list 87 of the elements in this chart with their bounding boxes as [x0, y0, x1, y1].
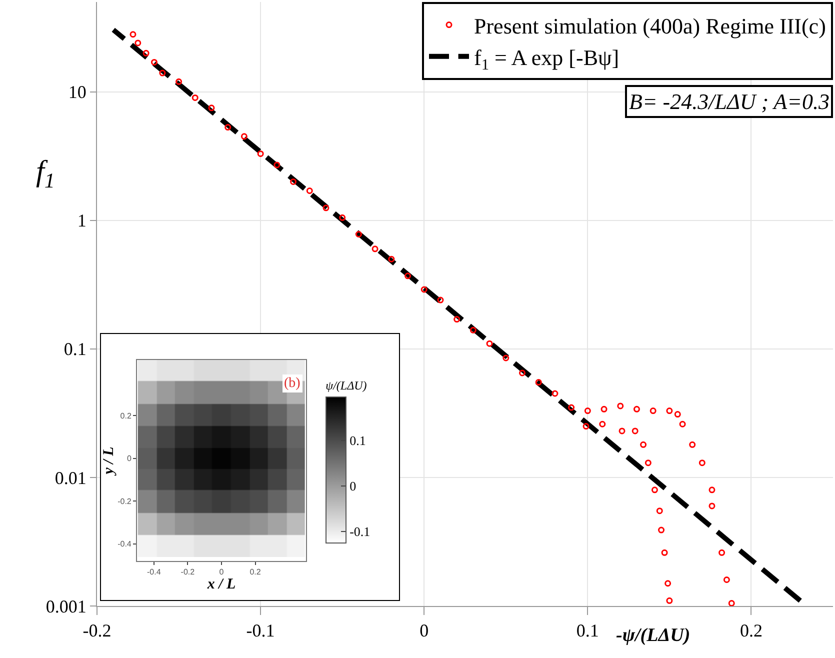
y-tick-label: 0 — [126, 454, 132, 464]
x-axis-title: x / L — [206, 576, 236, 593]
y-tick-label: -0.4 — [118, 540, 132, 549]
x-tick-label: -0.4 — [147, 568, 162, 577]
point — [224, 124, 232, 131]
y-tick-label: 10 — [68, 82, 86, 102]
point — [708, 486, 716, 494]
point — [633, 406, 640, 412]
point — [257, 150, 264, 157]
point — [679, 420, 686, 428]
color-bar-label: 0.1 — [350, 432, 366, 448]
point — [404, 272, 412, 280]
point — [134, 40, 142, 46]
y-tick-label: 0.2 — [120, 411, 132, 420]
point — [582, 423, 590, 430]
point — [142, 50, 150, 56]
x-tick-label: 0 — [420, 620, 429, 641]
point — [208, 104, 215, 112]
point — [470, 326, 476, 334]
legend-label: f$_{1}$ = A exp [-Bψ] — [474, 44, 620, 74]
point — [518, 370, 526, 376]
point — [552, 390, 558, 397]
point — [689, 441, 696, 448]
y-axis-title: f$_{1}$ — [36, 155, 55, 192]
y-tick-label: 1 — [77, 210, 86, 231]
point — [584, 408, 591, 414]
point — [388, 256, 395, 262]
point — [454, 316, 460, 323]
x-tick-label: -0.2 — [82, 620, 112, 641]
point — [666, 597, 673, 604]
point — [240, 133, 248, 140]
point — [698, 460, 706, 466]
color-bar-label: -0.1 — [350, 524, 370, 540]
x-tick-label: 0.1 — [576, 620, 599, 641]
y-tick-label: 0.001 — [46, 596, 86, 616]
point — [640, 441, 647, 448]
point — [290, 178, 297, 185]
point — [355, 231, 362, 238]
y-tick-label: 0.01 — [54, 468, 86, 488]
point — [150, 58, 158, 66]
point — [159, 70, 166, 76]
x-axis-title: -ψ/(LΔU) — [616, 625, 690, 646]
point — [728, 600, 735, 606]
x-tick-label: -0.2 — [180, 568, 196, 577]
y-axis-title: y / L — [101, 446, 117, 476]
y-tick-label: -0.2 — [118, 496, 132, 506]
point — [617, 402, 624, 410]
x-tick-label: 0 — [219, 568, 224, 577]
point — [650, 408, 656, 414]
point — [723, 576, 730, 584]
x-tick-label: 0.2 — [250, 568, 262, 577]
point — [176, 78, 182, 85]
point — [658, 526, 665, 534]
x-tick-label: 0.2 — [740, 620, 762, 641]
point — [651, 486, 658, 494]
point — [306, 188, 313, 194]
legend-label: Present simulation (400a) Regime III(c) — [474, 13, 826, 38]
point — [632, 428, 638, 434]
point — [656, 508, 663, 514]
y-tick-label: 0.1 — [64, 339, 86, 360]
point — [437, 296, 444, 304]
point — [599, 420, 606, 428]
point — [666, 408, 673, 414]
point — [718, 549, 726, 556]
x-tick-label: -0.1 — [246, 620, 275, 641]
color-bar-title: ψ/(LΔU) — [326, 378, 367, 392]
point — [708, 502, 716, 510]
point — [339, 214, 346, 221]
point — [130, 31, 136, 38]
point — [502, 354, 510, 362]
point — [674, 411, 681, 418]
point — [535, 379, 542, 386]
annotation: (b) — [284, 376, 301, 391]
point — [420, 286, 428, 293]
point — [486, 340, 493, 347]
annotation: B= -24.3/LΔU ; A=0.3 — [629, 89, 830, 114]
point — [372, 246, 378, 252]
point — [644, 460, 652, 466]
point — [568, 404, 575, 411]
point — [664, 580, 672, 587]
point — [192, 94, 198, 101]
point — [618, 428, 626, 434]
color-bar-label: 0 — [350, 478, 356, 494]
point — [600, 406, 608, 412]
point — [274, 162, 280, 168]
point — [322, 204, 330, 212]
point — [661, 549, 668, 556]
